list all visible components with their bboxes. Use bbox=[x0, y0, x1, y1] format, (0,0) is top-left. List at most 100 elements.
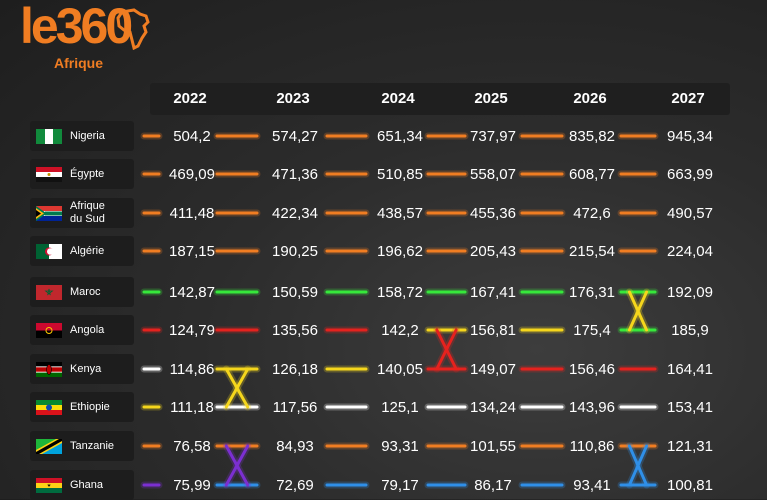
south-africa-flag-icon bbox=[36, 206, 62, 221]
country-name: Kenya bbox=[70, 362, 102, 375]
country-label: Maroc bbox=[30, 277, 134, 307]
data-label: 471,36 bbox=[272, 166, 318, 183]
data-label: 175,4 bbox=[573, 322, 611, 339]
data-label: 411,48 bbox=[170, 205, 215, 222]
data-label: 117,56 bbox=[273, 399, 318, 416]
data-label: 153,41 bbox=[667, 399, 713, 416]
country-name: Nigeria bbox=[70, 129, 105, 142]
data-label: 150,59 bbox=[272, 284, 318, 301]
rank-crossing-line bbox=[627, 290, 649, 332]
data-label: 86,17 bbox=[474, 477, 512, 494]
country-label: Ghana bbox=[30, 470, 134, 500]
morocco-flag-icon bbox=[36, 285, 62, 300]
data-label: 176,31 bbox=[569, 284, 615, 301]
data-label: 93,41 bbox=[573, 477, 611, 494]
country-name: Ghana bbox=[70, 478, 104, 491]
data-label: 945,34 bbox=[667, 128, 713, 145]
data-label: 196,62 bbox=[377, 243, 423, 260]
data-label: 110,86 bbox=[570, 438, 615, 455]
logo-subtitle: Afrique bbox=[54, 55, 103, 71]
data-label: 185,9 bbox=[671, 322, 709, 339]
year-header-2024: 2024 bbox=[381, 90, 415, 107]
country-name: Ethiopie bbox=[70, 400, 110, 413]
data-label: 156,81 bbox=[470, 322, 516, 339]
kenya-flag-icon bbox=[36, 362, 62, 377]
country-label: Ethiopie bbox=[30, 392, 134, 422]
data-label: 438,57 bbox=[377, 205, 423, 222]
data-label: 140,05 bbox=[377, 361, 423, 378]
nigeria-flag-icon bbox=[36, 129, 62, 144]
data-label: 510,85 bbox=[377, 166, 423, 183]
ghana-flag-icon bbox=[36, 478, 62, 493]
data-label: 651,34 bbox=[377, 128, 423, 145]
data-label: 205,43 bbox=[470, 243, 516, 260]
data-label: 72,69 bbox=[276, 477, 314, 494]
country-label: Kenya bbox=[30, 354, 134, 384]
angola-flag-icon bbox=[36, 323, 62, 338]
data-label: 79,17 bbox=[381, 477, 419, 494]
data-label: 156,46 bbox=[569, 361, 615, 378]
data-label: 422,34 bbox=[272, 205, 318, 222]
year-header-2025: 2025 bbox=[474, 90, 508, 107]
data-label: 124,79 bbox=[169, 322, 215, 339]
data-label: 574,27 bbox=[272, 128, 318, 145]
data-label: 100,81 bbox=[667, 477, 713, 494]
data-label: 192,09 bbox=[667, 284, 713, 301]
ethiopia-flag-icon bbox=[36, 400, 62, 415]
egypt-flag-icon bbox=[36, 167, 62, 182]
country-name: Tanzanie bbox=[70, 439, 115, 452]
country-label: Tanzanie bbox=[30, 431, 134, 461]
data-label: 737,97 bbox=[470, 128, 516, 145]
algeria-flag-icon bbox=[36, 244, 62, 259]
data-label: 121,31 bbox=[667, 438, 713, 455]
data-label: 149,07 bbox=[470, 361, 516, 378]
data-label: 167,41 bbox=[470, 284, 516, 301]
data-label: 472,6 bbox=[573, 205, 611, 222]
country-name: Algérie bbox=[70, 244, 105, 257]
country-label: Algérie bbox=[30, 236, 134, 266]
country-name: Maroc bbox=[70, 285, 101, 298]
rank-crossing-line bbox=[224, 444, 250, 487]
country-name: Afrique du Sud bbox=[70, 200, 105, 225]
rank-crossing-line bbox=[435, 328, 458, 371]
data-label: 143,96 bbox=[569, 399, 615, 416]
data-label: 134,24 bbox=[470, 399, 516, 416]
country-label: Angola bbox=[30, 315, 134, 345]
data-label: 84,93 bbox=[276, 438, 314, 455]
data-label: 190,25 bbox=[272, 243, 318, 260]
year-header-2027: 2027 bbox=[671, 90, 705, 107]
data-label: 835,82 bbox=[569, 128, 615, 145]
data-label: 93,31 bbox=[381, 438, 419, 455]
year-header-bar bbox=[150, 83, 730, 115]
tanzania-flag-icon bbox=[36, 439, 62, 454]
data-label: 114,86 bbox=[170, 361, 215, 378]
data-label: 76,58 bbox=[173, 438, 211, 455]
year-header-2022: 2022 bbox=[173, 90, 207, 107]
data-label: 164,41 bbox=[667, 361, 713, 378]
data-label: 455,36 bbox=[470, 205, 516, 222]
data-label: 142,2 bbox=[381, 322, 419, 339]
data-label: 558,07 bbox=[470, 166, 516, 183]
data-label: 101,55 bbox=[470, 438, 516, 455]
country-label: Afrique du Sud bbox=[30, 198, 134, 228]
data-label: 504,2 bbox=[173, 128, 211, 145]
data-label: 215,54 bbox=[569, 243, 615, 260]
rank-crossing-line bbox=[627, 444, 649, 487]
data-label: 125,1 bbox=[381, 399, 419, 416]
country-name: Égypte bbox=[70, 167, 105, 180]
data-label: 469,09 bbox=[169, 166, 215, 183]
data-label: 135,56 bbox=[272, 322, 318, 339]
data-label: 142,87 bbox=[169, 284, 215, 301]
country-label: Égypte bbox=[30, 159, 134, 189]
country-label: Nigeria bbox=[30, 121, 134, 151]
data-label: 224,04 bbox=[667, 243, 713, 260]
data-label: 158,72 bbox=[377, 284, 423, 301]
data-label: 187,15 bbox=[169, 243, 215, 260]
data-label: 111,18 bbox=[170, 399, 214, 416]
rank-crossing-line bbox=[224, 367, 250, 409]
data-label: 663,99 bbox=[667, 166, 713, 183]
logo-wordmark: le360 bbox=[20, 0, 133, 54]
data-label: 126,18 bbox=[272, 361, 318, 378]
data-label: 490,57 bbox=[667, 205, 713, 222]
